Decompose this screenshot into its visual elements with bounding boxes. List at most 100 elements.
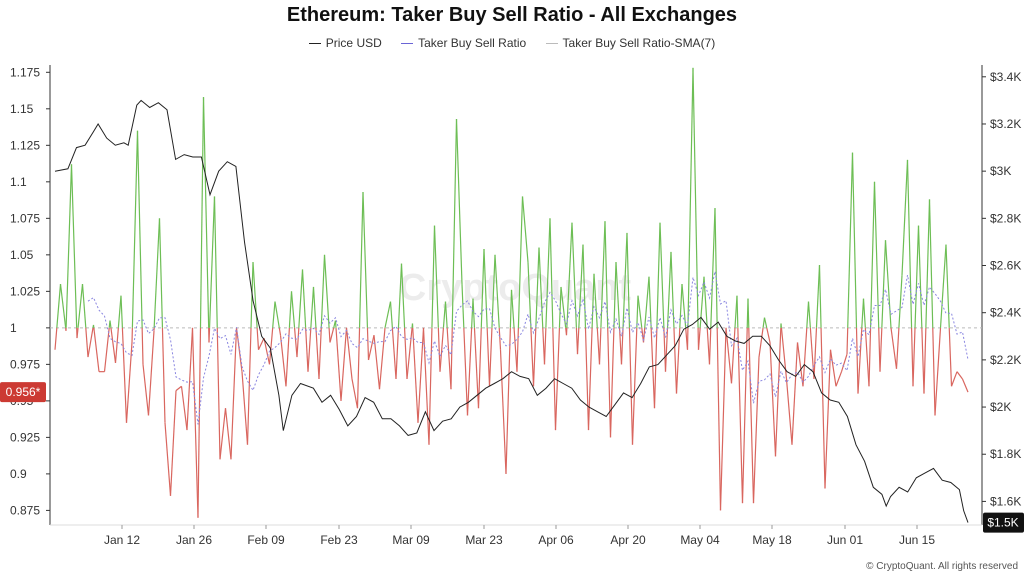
ratio-segment xyxy=(584,327,590,431)
ratio-segment xyxy=(121,327,128,423)
ratio-segment xyxy=(312,286,317,328)
x-tick-label: Jan 26 xyxy=(176,533,212,547)
ratio-segment xyxy=(762,317,766,328)
ratio-segment xyxy=(818,265,822,328)
right-value-badge xyxy=(983,512,1024,533)
ratio-segment xyxy=(708,327,712,365)
ratio-segment xyxy=(161,327,166,423)
ratio-segment xyxy=(576,327,580,355)
ratio-segment xyxy=(648,276,652,328)
ratio-segment xyxy=(748,327,755,504)
ratio-segment xyxy=(422,327,430,445)
right-tick-label: $1.6K xyxy=(990,494,1021,508)
legend-item-sma[interactable]: Taker Buy Sell Ratio-SMA(7) xyxy=(545,36,715,50)
ratio-segment xyxy=(670,251,675,328)
ratio-segment xyxy=(252,262,258,328)
ratio-segment xyxy=(320,254,326,328)
left-tick-label: 0.9 xyxy=(10,467,27,481)
ratio-segment xyxy=(509,289,513,328)
ratio-segment xyxy=(442,301,447,328)
left-value-badge xyxy=(0,382,46,403)
copyright-credit: © CryptoQuant. All rights reserved xyxy=(866,561,1018,572)
ratio-segment xyxy=(406,327,413,380)
ratio-segment xyxy=(257,337,265,351)
ratio-segment xyxy=(558,286,562,328)
ratio-segment xyxy=(829,349,837,387)
left-axis-ticks: 0.8750.90.9250.950.97511.0251.051.0751.1… xyxy=(10,65,50,517)
ratio-segment xyxy=(741,327,748,504)
ratio-segment xyxy=(758,327,764,358)
x-tick-label: May 04 xyxy=(680,533,720,547)
ratio-segment xyxy=(164,422,172,496)
ratio-segment xyxy=(644,276,650,328)
ratio-segment xyxy=(939,244,947,328)
ratio-segment xyxy=(439,327,445,372)
ratio-segment xyxy=(604,221,609,328)
ratio-segment xyxy=(881,240,887,328)
ratio-segment xyxy=(301,269,307,328)
legend-item-price[interactable]: Price USD xyxy=(308,36,382,50)
ratio-segment xyxy=(274,301,280,328)
ratio-segment xyxy=(219,408,227,460)
ratio-segment xyxy=(358,192,364,328)
left-tick-label: 0.975 xyxy=(10,357,40,371)
ratio-segment xyxy=(626,232,631,328)
ratio-segment xyxy=(450,327,453,390)
ratio-segment xyxy=(582,244,587,328)
ratio-segment xyxy=(956,371,963,380)
right-axis-ticks: $1.6K $1.8K $2K $2.2K $2.4K $2.6K $2.8K $3K $3.2… xyxy=(982,70,1021,508)
ratio-segment xyxy=(851,152,858,328)
ratio-segment xyxy=(142,364,150,416)
right-value-badge-text: $1.5K xyxy=(987,516,1018,530)
ratio-segment xyxy=(747,298,750,328)
ratio-segment xyxy=(199,97,205,328)
ratio-segment xyxy=(180,386,188,431)
ratio-segment xyxy=(535,247,540,328)
ratio-segment xyxy=(208,327,211,343)
right-tick-label: $3.2K xyxy=(990,117,1021,131)
ratio-segment xyxy=(412,327,419,423)
ratio-segment xyxy=(687,67,694,328)
ratio-segment xyxy=(543,327,547,365)
ratio-segment xyxy=(328,327,331,343)
ratio-segment xyxy=(76,327,79,339)
ratio-segment xyxy=(431,225,436,328)
ratio-segment xyxy=(921,327,925,394)
right-tick-label: $2.8K xyxy=(990,211,1021,225)
ratio-segment xyxy=(169,390,177,496)
ratio-segment xyxy=(318,327,322,379)
ratio-segment xyxy=(59,283,67,328)
ratio-segment xyxy=(609,327,615,438)
x-tick-label: Mar 23 xyxy=(465,533,503,547)
ratio-segment xyxy=(780,327,788,380)
ratio-segment xyxy=(307,327,312,372)
ratio-segment xyxy=(873,181,880,328)
ratio-segment xyxy=(737,327,744,504)
ratio-segment xyxy=(846,327,849,355)
ratio-segment xyxy=(315,327,320,380)
x-axis-ticks: Jan 12 Jan 26 Feb 09 Feb 23 Mar 09 Mar 23 Apr … xyxy=(104,525,935,547)
ratio-segment xyxy=(235,327,243,372)
ratio-segment xyxy=(334,320,337,328)
ratio-segment xyxy=(366,327,370,361)
ratio-segment xyxy=(477,327,482,409)
ratio-segment xyxy=(912,327,916,387)
ratio-segment xyxy=(591,273,595,328)
ratio-segment xyxy=(77,283,84,328)
right-tick-label: $2K xyxy=(990,400,1011,414)
legend-item-ratio[interactable]: Taker Buy Sell Ratio xyxy=(401,36,526,50)
ratio-segment xyxy=(934,327,942,416)
ratio-segment xyxy=(763,317,768,328)
ratio-segment xyxy=(636,295,639,328)
ratio-segment xyxy=(653,327,658,409)
ratio-segment xyxy=(663,327,667,372)
left-value-badge-text: 0.956* xyxy=(6,385,41,399)
ratio-segment xyxy=(70,164,78,328)
ratio-segment xyxy=(461,284,465,328)
ratio-segment xyxy=(791,342,799,445)
ratio-segment xyxy=(153,218,161,328)
ratio-segment xyxy=(191,327,199,518)
ratio-segment xyxy=(103,327,110,372)
ratio-segment xyxy=(340,327,348,401)
ratio-segment xyxy=(593,273,598,328)
